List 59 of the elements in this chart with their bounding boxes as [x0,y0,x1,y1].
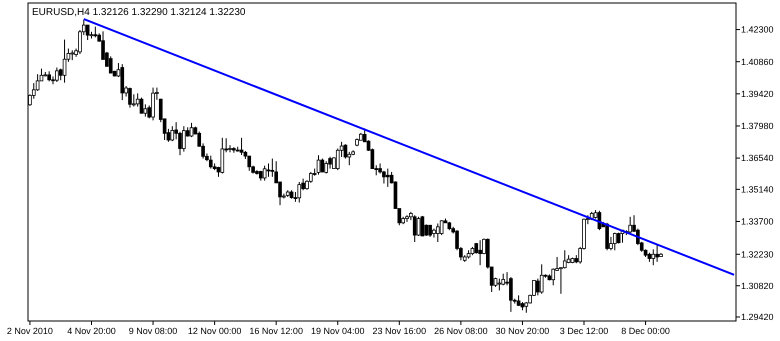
candlestick [651,248,656,266]
x-tick-label: 30 Nov 20:00 [496,326,550,336]
x-tick-label: 23 Nov 16:00 [372,326,426,336]
x-tick-label: 12 Nov 00:00 [188,326,242,336]
x-tick-label: 16 Nov 12:00 [249,326,303,336]
y-tick-label: 1.36540 [741,153,774,164]
x-tick-label: 3 Dec 12:00 [560,326,608,336]
y-tick-label: 1.37980 [741,121,774,132]
candlestick [266,162,270,178]
candlestick [182,126,186,152]
candlestick [55,66,59,82]
candlestick [628,216,632,234]
x-tick-label: 8 Dec 00:00 [621,326,670,336]
x-tick-label: 9 Nov 08:00 [128,326,178,336]
candlestick [240,137,244,156]
candlestick [190,122,194,138]
candlestick [324,160,328,174]
x-tick-label: 26 Nov 08:00 [434,326,488,336]
candlestick [62,39,66,84]
candlestick [416,216,420,236]
candlestick [428,224,432,238]
candlestick [648,252,652,262]
candlestick [436,222,440,242]
candlestick [328,156,332,170]
candlestick [655,244,659,262]
y-tick-label: 1.40860 [741,56,774,67]
candlestick [47,70,51,82]
x-tick-label: 19 Nov 04:00 [310,326,365,336]
candlestick [262,165,266,182]
y-tick-label: 1.39420 [741,88,774,99]
y-tick-label: 1.42300 [741,24,774,35]
candlestick [412,214,417,242]
candlestick [498,278,502,291]
candlestick [128,87,132,108]
candlestick [297,181,302,204]
x-tick-label: 2 Nov 2010 [6,326,53,336]
candlestick [612,232,617,251]
candlestick [170,126,174,142]
candlestick [220,137,224,174]
x-tick-label: 4 Nov 20:00 [67,326,116,336]
y-tick-label: 1.30820 [741,280,774,291]
candlestick [536,278,540,296]
candlestick [420,215,424,236]
candlestick [562,250,567,270]
candlestick [540,264,544,294]
y-tick-label: 1.32230 [741,249,774,260]
candlestick [208,155,213,170]
candlestick [70,50,74,61]
candlestick [151,87,155,121]
candlestick [140,97,144,114]
candlestick [616,232,620,244]
candlestick [316,154,320,176]
candlestick [320,158,324,173]
y-tick-label: 1.35140 [741,184,774,194]
candlestick [108,56,113,74]
y-tick-label: 1.33700 [741,216,774,227]
y-tick-label: 1.29420 [741,312,774,322]
chart-title: EURUSD,H4 1.32126 1.32290 1.32124 1.32230 [32,7,246,18]
candlestick [478,240,482,266]
